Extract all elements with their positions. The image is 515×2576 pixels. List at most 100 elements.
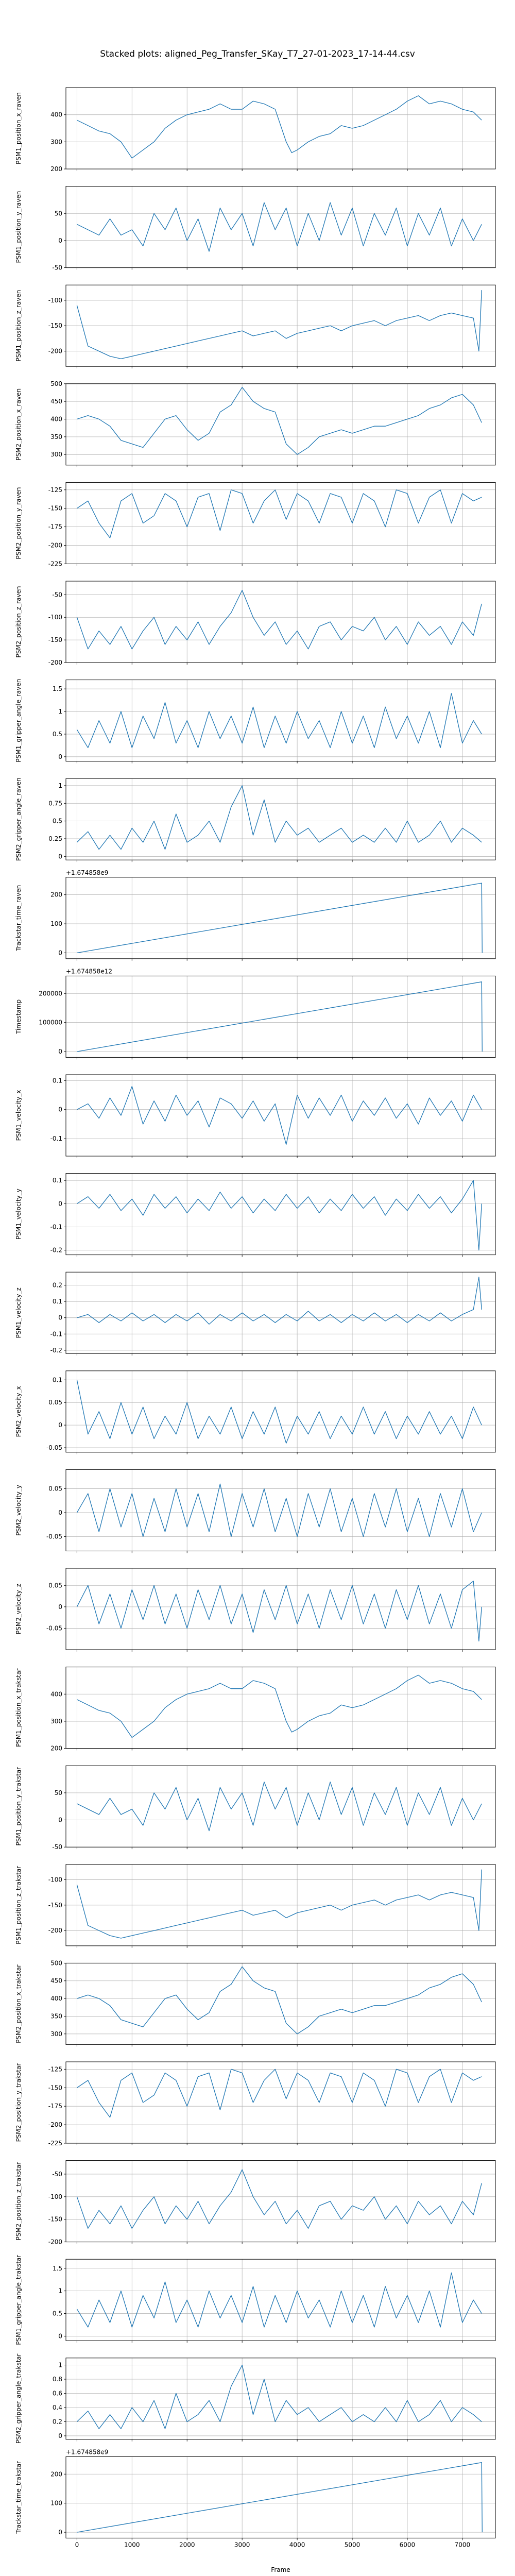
subplot-9: 0 100 200 Trackstar_time_raven +1.674858e9 — [15, 869, 496, 961]
axes-frame — [65, 2259, 496, 2341]
y-tick-label: 200000 — [39, 990, 62, 997]
y-tick-label: 0.25 — [48, 835, 62, 842]
y-tick-label: -200 — [48, 2239, 62, 2246]
axes-frame — [65, 1272, 496, 1354]
series-line — [77, 1277, 482, 1325]
y-tick-label: 500 — [50, 380, 62, 387]
axes-frame — [65, 2456, 496, 2538]
y-tick-label: -150 — [48, 636, 62, 643]
y-axis-label: PSM2_velocity_y — [15, 1485, 22, 1536]
y-tick-label: -225 — [48, 2140, 62, 2147]
y-tick-label: 400 — [50, 1690, 62, 1698]
y-tick-label: 300 — [50, 1718, 62, 1725]
y-tick-label: -150 — [48, 322, 62, 329]
y-tick-label: 1.5 — [53, 2265, 62, 2272]
series-line — [76, 785, 482, 850]
series-line — [77, 489, 482, 538]
subplot-5: -225 -200 -175 -150 -125 PSM2_position_y_rave… — [15, 482, 496, 567]
series-line — [76, 2272, 482, 2328]
y-tick-label: -0.1 — [50, 1330, 62, 1337]
axes-frame — [65, 680, 496, 762]
y-axis-label: Trackstar_time_trakstar — [15, 2461, 22, 2534]
y-tick-label: -125 — [48, 486, 62, 494]
series-line — [77, 2069, 482, 2118]
y-tick-label: -0.2 — [50, 1247, 62, 1254]
series-line — [76, 1581, 482, 1642]
subplot-3: -200 -150 -100 PSM1_position_z_raven — [15, 284, 496, 369]
y-axis-label: PSM2_velocity_z — [15, 1584, 22, 1634]
y-tick-label: -100 — [48, 614, 62, 621]
y-tick-label: -100 — [48, 297, 62, 304]
subplot-20: 300 350 400 450 500 PSM2_position_x_trakstar — [15, 1959, 496, 2047]
subplot-12: -0.2 -0.1 0 0.1 PSM1_velocity_y — [15, 1173, 496, 1257]
axes-frame — [65, 186, 496, 268]
y-tick-label: 200 — [50, 891, 62, 899]
y-tick-label: 200 — [50, 1745, 62, 1752]
y-tick-label: -150 — [48, 1902, 62, 1909]
series-line — [76, 290, 482, 360]
subplot-17: 200 300 400 PSM1_position_x_trakstar — [15, 1667, 496, 1752]
y-tick-label: 0.75 — [48, 800, 62, 807]
series-line — [77, 981, 483, 1052]
y-tick-label: 0 — [58, 1509, 62, 1516]
series-line — [76, 589, 482, 650]
y-tick-label: 0 — [58, 2432, 62, 2439]
subplot-4: 300 350 400 450 500 PSM2_position_x_raven — [15, 380, 496, 467]
series-line — [77, 1966, 482, 2035]
y-tick-label: 0.1 — [53, 1298, 62, 1305]
y-tick-label: 0 — [58, 1048, 62, 1055]
y-axis-label: PSM2_gripper_angle_raven — [15, 777, 22, 861]
subplot-21: -225 -200 -175 -150 -125 PSM2_position_y_trak… — [15, 2061, 496, 2147]
axes-frame — [65, 2160, 496, 2243]
y-tick-label: -0.05 — [46, 1533, 62, 1540]
axes-frame — [65, 383, 496, 466]
y-tick-label: -100 — [48, 1876, 62, 1883]
series-line — [77, 1086, 482, 1145]
y-axis-label: PSM1_position_y_trakstar — [15, 1767, 22, 1846]
y-tick-label: -150 — [48, 505, 62, 512]
y-tick-label: 0 — [58, 1200, 62, 1207]
y-tick-label: -150 — [48, 2216, 62, 2223]
axes-frame — [65, 975, 496, 1058]
y-axis-label: PSM1_position_z_raven — [15, 290, 22, 362]
y-tick-label: -50 — [52, 1843, 62, 1851]
y-tick-label: 0 — [58, 1603, 62, 1611]
subplot-19: -200 -150 -100 PSM1_position_z_trakstar — [15, 1864, 496, 1948]
axes-frame — [65, 1568, 496, 1650]
axis-offset-text: +1.674858e9 — [66, 2448, 108, 2455]
y-tick-label: 1.5 — [53, 685, 62, 692]
series-line — [77, 883, 483, 954]
subplot-16: -0.05 0 0.05 PSM2_velocity_z — [15, 1568, 496, 1652]
y-tick-label: -200 — [48, 2121, 62, 2128]
subplot-11: -0.1 0 0.1 PSM1_velocity_x — [15, 1074, 496, 1158]
x-axis-label: Frame — [271, 2566, 290, 2573]
y-tick-label: 200 — [50, 165, 62, 173]
axes-frame — [65, 1667, 496, 1749]
subplot-24: 0 0.2 0.4 0.6 0.8 1 PSM2_gripper_angle_traksta… — [15, 2353, 496, 2444]
y-tick-label: 100 — [50, 920, 62, 927]
axes-frame — [65, 1469, 496, 1551]
y-axis-label: PSM2_position_z_trakstar — [15, 2162, 22, 2241]
subplot-18: -50 0 50 PSM1_position_y_trakstar — [15, 1765, 496, 1851]
y-axis-label: PSM1_position_x_raven — [15, 92, 22, 164]
y-tick-label: 350 — [50, 433, 62, 440]
x-tick-label: 4000 — [289, 2541, 305, 2548]
y-tick-label: 0.2 — [53, 1281, 62, 1289]
axis-offset-text: +1.674858e12 — [66, 968, 112, 975]
axis-offset-text: +1.674858e9 — [66, 869, 108, 876]
y-tick-label: 0.1 — [53, 1077, 62, 1084]
axes-frame — [65, 1074, 496, 1157]
series-line — [76, 1869, 482, 1939]
subplot-2: -50 0 50 PSM1_position_y_raven — [15, 186, 496, 272]
y-axis-label: PSM2_position_z_raven — [15, 586, 22, 657]
y-tick-label: 300 — [50, 2030, 62, 2038]
y-tick-label: -200 — [48, 541, 62, 549]
axes-frame — [65, 1962, 496, 2045]
y-tick-label: 0.05 — [48, 1582, 62, 1589]
series-line — [76, 693, 482, 748]
y-axis-label: Trackstar_time_raven — [15, 885, 22, 952]
y-axis-label: Timestamp — [15, 999, 22, 1035]
y-axis-label: PSM2_position_x_trakstar — [15, 1964, 22, 2043]
y-tick-label: 0.6 — [53, 2389, 62, 2397]
